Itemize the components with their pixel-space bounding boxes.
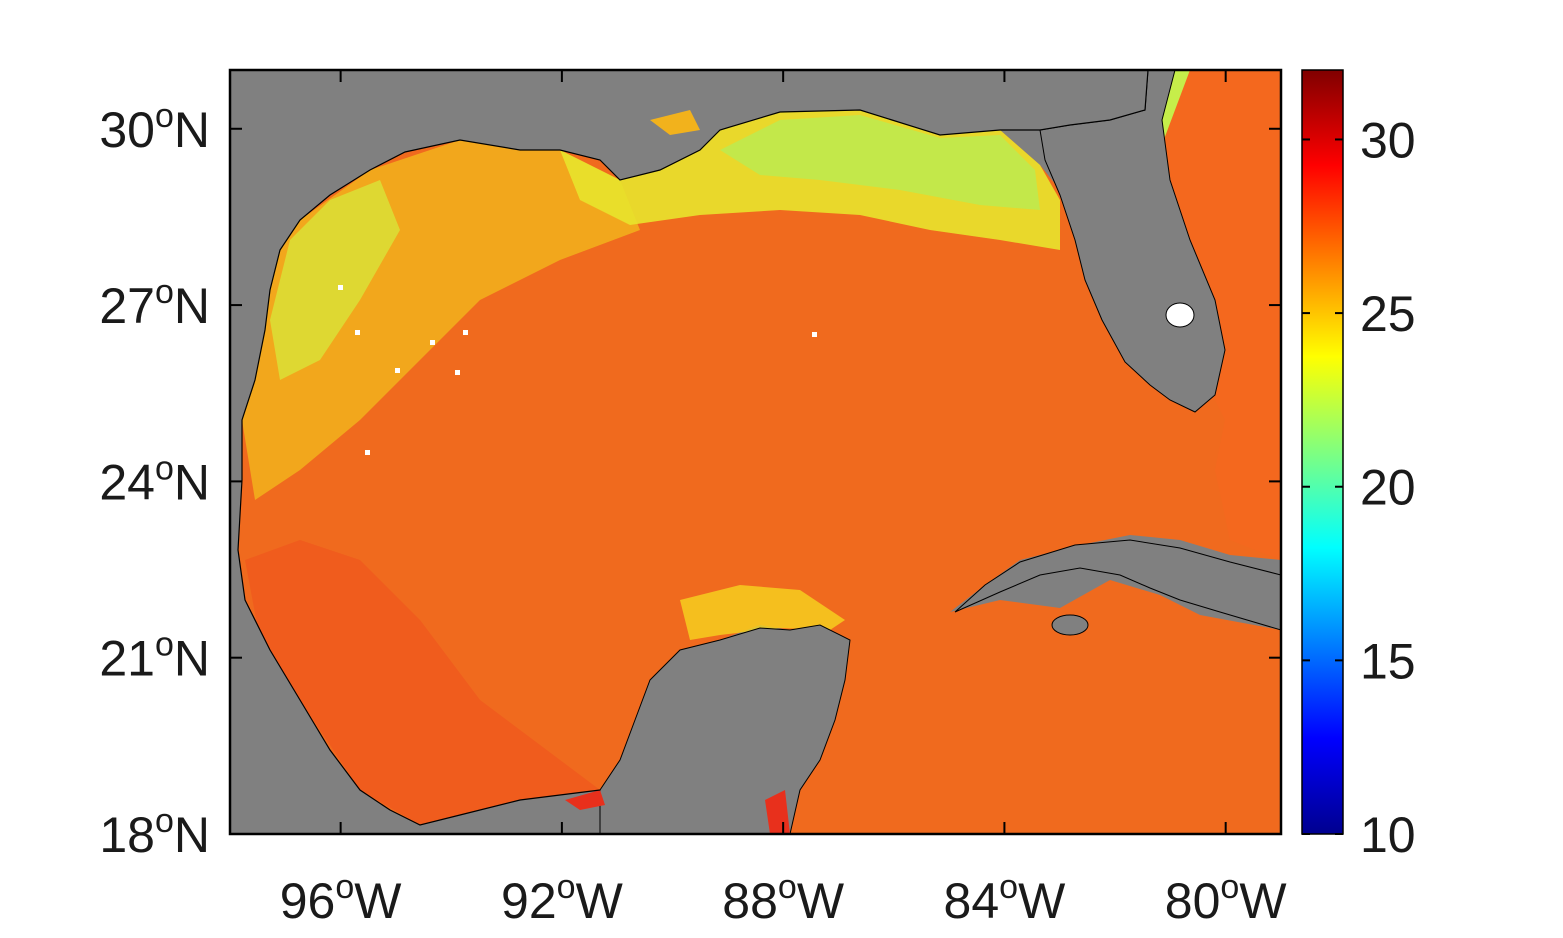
lon-tick-label: 92oW — [501, 868, 624, 929]
sea-coolest-north — [720, 115, 1040, 210]
colorbar-tick-label: 20 — [1360, 460, 1416, 516]
lon-tick-label: 84oW — [944, 868, 1067, 929]
colorbar-gradient — [1302, 70, 1343, 834]
colorbar-tick-marks — [1302, 138, 1343, 835]
coastline — [237, 70, 1149, 826]
lat-tick-label: 27oN — [99, 273, 210, 334]
sea-warm-west — [245, 540, 600, 825]
us-gulf-coast-land — [230, 70, 1148, 834]
florida-current-warm — [1165, 70, 1281, 560]
colorbar-tick-label: 30 — [1360, 112, 1416, 168]
map-panel: 18oN 21oN 24oN 27oN 30oN 96oW 92oW 88oW … — [99, 68, 1288, 929]
lat-tick-label: 24oN — [99, 449, 210, 510]
colorbar-tick-label: 10 — [1360, 807, 1416, 863]
lat-tick-label: 30oN — [99, 97, 210, 158]
colorbar-tick-label: 15 — [1360, 633, 1416, 689]
lat-tick-label: 21oN — [99, 626, 210, 687]
cuba-land — [954, 539, 1281, 631]
latitude-tick-marks — [230, 127, 1281, 835]
lon-tick-label: 88oW — [722, 868, 845, 929]
map-frame — [228, 68, 1283, 836]
lon-tick-label: 96oW — [280, 868, 403, 929]
colorbar-tick-label: 25 — [1360, 286, 1416, 342]
lake-okeechobee — [1165, 302, 1195, 328]
latitude-tick-labels: 18oN 21oN 24oN 27oN 30oN — [99, 97, 210, 863]
colorbar: 10 15 20 25 30 — [1301, 69, 1416, 863]
missing-data-pixels — [338, 285, 817, 455]
longitude-tick-marks — [339, 70, 1227, 834]
longitude-tick-labels: 96oW 92oW 88oW 84oW 80oW — [280, 868, 1288, 929]
colorbar-frame — [1301, 69, 1344, 835]
colorbar-tick-labels: 10 15 20 25 30 — [1360, 112, 1416, 863]
isla-de-la-juventud — [1051, 614, 1089, 636]
mississippi-delta-warm — [650, 110, 700, 135]
sea-yucatan-cool — [680, 585, 845, 640]
lat-tick-label: 18oN — [99, 802, 210, 863]
campeche-coast-warm — [565, 790, 605, 810]
yucatan-land — [599, 624, 851, 834]
sea-cool-west — [270, 180, 400, 380]
lon-tick-label: 80oW — [1165, 868, 1288, 929]
